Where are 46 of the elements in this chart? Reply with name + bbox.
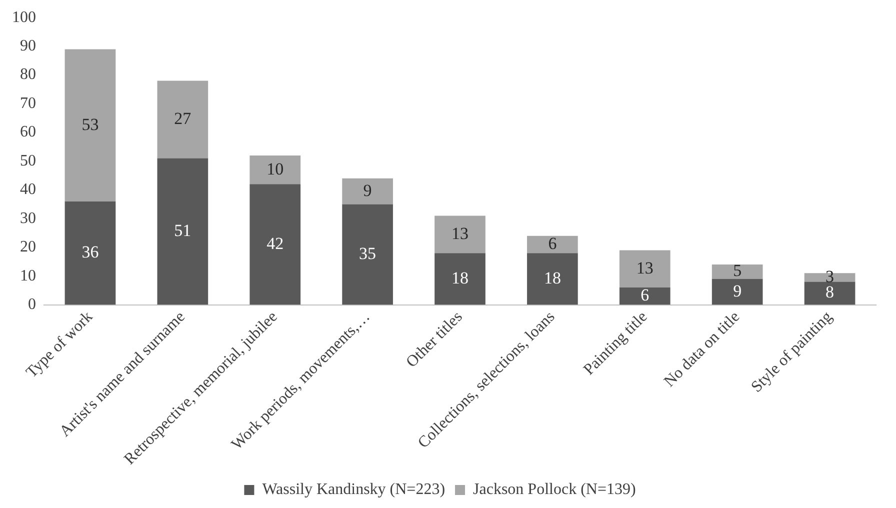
y-tick-label: 10	[20, 267, 36, 284]
bar	[342, 178, 393, 204]
data-label: 10	[266, 159, 284, 178]
bar	[64, 49, 116, 202]
data-label: 27	[174, 109, 192, 128]
bar	[434, 253, 486, 305]
y-tick-label: 100	[12, 8, 36, 26]
x-tick-label: No data on title	[661, 308, 744, 390]
data-label: 35	[359, 244, 376, 263]
y-tick-label: 30	[20, 210, 36, 227]
bar	[157, 158, 208, 305]
data-label: 53	[82, 114, 99, 134]
bar	[434, 216, 486, 254]
bar	[527, 253, 578, 305]
bar	[712, 264, 763, 279]
bar	[342, 204, 393, 305]
data-label: 18	[544, 268, 561, 288]
data-label: 42	[266, 234, 284, 253]
bar	[250, 155, 301, 184]
bar	[804, 282, 856, 305]
legend-label: Jackson Pollock (N=139)	[473, 481, 636, 498]
bar	[619, 250, 670, 288]
y-tick-label: 90	[20, 38, 36, 55]
data-label: 51	[174, 221, 192, 240]
data-label: 5	[733, 261, 742, 280]
data-label: 36	[82, 242, 99, 262]
bar	[64, 201, 116, 305]
bar	[157, 80, 208, 158]
y-tick-label: 40	[20, 181, 36, 198]
y-tick-label: 50	[20, 152, 36, 170]
legend-label: Wassily Kandinsky (N=223)	[262, 481, 446, 498]
y-tick-label: 20	[20, 238, 36, 256]
bar	[712, 278, 763, 305]
data-label: 18	[452, 268, 468, 288]
y-tick-label: 80	[20, 66, 36, 84]
bar	[619, 288, 670, 305]
bar	[250, 184, 301, 305]
data-label: 9	[363, 180, 372, 200]
data-label: 6	[548, 234, 557, 253]
data-label: 9	[733, 281, 742, 300]
data-label: 6	[640, 286, 650, 305]
data-label: 13	[452, 224, 468, 243]
y-tick-label: 70	[20, 94, 36, 112]
data-label: 13	[636, 258, 654, 278]
y-tick-label: 60	[20, 124, 36, 141]
bar	[527, 236, 578, 254]
